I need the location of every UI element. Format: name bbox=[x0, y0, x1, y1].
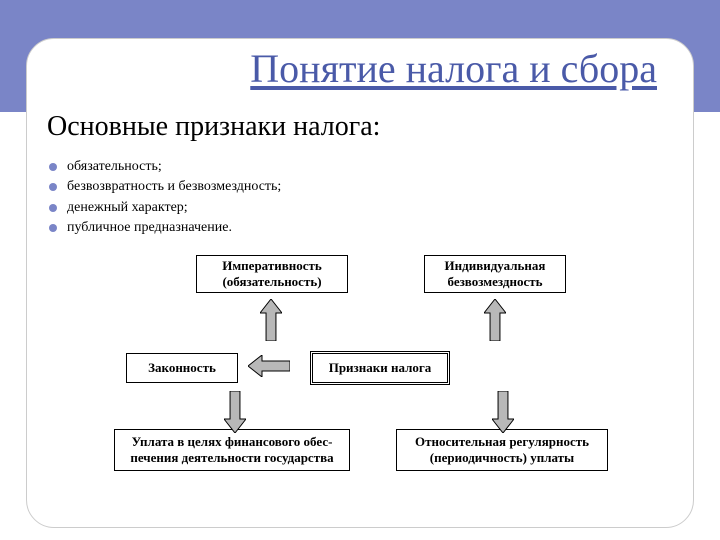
page-title: Понятие налога и сбора bbox=[250, 45, 657, 92]
diagram-node: Относительная регулярность(периодичность… bbox=[396, 429, 608, 471]
diagram: Императивность(обязательность) Индивидуал… bbox=[104, 255, 616, 503]
subtitle: Основные признаки налога: bbox=[47, 111, 380, 143]
diagram-node: Императивность(обязательность) bbox=[196, 255, 348, 293]
diagram-arrow bbox=[224, 391, 246, 433]
diagram-node: Уплата в целях финансового обес-печения … bbox=[114, 429, 350, 471]
diagram-arrow bbox=[260, 299, 282, 341]
bullet-item: денежный характер; bbox=[49, 198, 281, 218]
diagram-arrow bbox=[492, 391, 514, 433]
bullet-item: обязательность; bbox=[49, 157, 281, 177]
content-card: Понятие налога и сбора Основные признаки… bbox=[26, 38, 694, 528]
diagram-node: Индивидуальнаябезвозмездность bbox=[424, 255, 566, 293]
bullet-list: обязательность; безвозвратность и безвоз… bbox=[49, 157, 281, 238]
diagram-arrow bbox=[484, 299, 506, 341]
bullet-item: публичное предназначение. bbox=[49, 218, 281, 238]
diagram-arrow bbox=[248, 355, 290, 377]
bullet-item: безвозвратность и безвозмездность; bbox=[49, 177, 281, 197]
diagram-node: Законность bbox=[126, 353, 238, 383]
diagram-center-node: Признаки налога bbox=[310, 351, 450, 385]
